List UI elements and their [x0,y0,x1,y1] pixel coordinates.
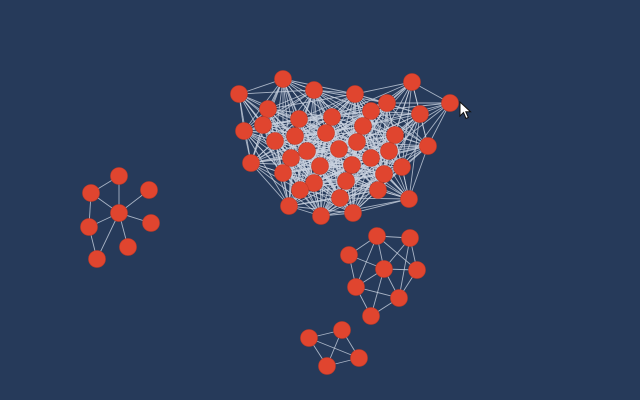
graph-node[interactable] [350,349,368,367]
graph-node[interactable] [380,142,398,160]
graph-node[interactable] [333,321,351,339]
graph-node[interactable] [346,85,364,103]
graph-edge [262,124,321,167]
graph-node[interactable] [305,174,323,192]
graph-node[interactable] [323,108,341,126]
node-layer [80,70,459,375]
graph-node[interactable] [390,289,408,307]
graph-edge [331,81,413,118]
graph-node[interactable] [235,122,253,140]
graph-node[interactable] [282,149,300,167]
graph-node[interactable] [312,207,330,225]
graph-node[interactable] [110,167,128,185]
graph-node[interactable] [400,190,418,208]
graph-node[interactable] [362,149,380,167]
graph-node[interactable] [242,154,260,172]
graph-edge [262,89,315,126]
graph-node[interactable] [259,100,277,118]
graph-node[interactable] [300,329,318,347]
graph-node[interactable] [230,85,248,103]
graph-edge [274,116,333,142]
graph-node[interactable] [393,158,411,176]
graph-edge [354,81,413,95]
graph-edge [325,132,385,175]
graph-edge [290,157,385,175]
graph-edge [398,237,411,299]
graph-edge [370,110,385,175]
graph-node[interactable] [142,214,160,232]
graph-node[interactable] [408,261,426,279]
graph-edge [298,93,356,120]
graph-node[interactable] [362,307,380,325]
graph-node[interactable] [337,172,355,190]
graph-edge [299,189,354,214]
graph-edge [345,145,429,182]
graph-edge [401,102,451,168]
graph-node[interactable] [317,124,335,142]
graph-node[interactable] [311,157,329,175]
graph-edge [267,93,356,110]
graph-edge [308,337,360,359]
graph-node[interactable] [375,260,393,278]
graph-node[interactable] [286,127,304,145]
graph-node[interactable] [330,140,348,158]
graph-node[interactable] [347,278,365,296]
graph-edge [352,150,390,214]
graph-node[interactable] [411,105,429,123]
graph-node[interactable] [254,116,272,134]
graph-node[interactable] [280,197,298,215]
graph-node[interactable] [305,81,323,99]
graph-node[interactable] [266,132,284,150]
graph-node[interactable] [441,94,459,112]
graph-edge [370,110,403,168]
graph-node[interactable] [401,229,419,247]
graph-node[interactable] [318,357,336,375]
graph-node[interactable] [344,204,362,222]
graph-node[interactable] [419,137,437,155]
graph-node[interactable] [274,70,292,88]
graph-node[interactable] [343,156,361,174]
graph-edge [250,162,290,207]
graph-edge [282,78,292,159]
graph-node[interactable] [82,184,100,202]
graph-node[interactable] [119,238,137,256]
graph-node[interactable] [368,227,386,245]
graph-edge [243,130,290,207]
graph-edge [401,113,421,168]
graph-node[interactable] [378,94,396,112]
graph-node[interactable] [362,102,380,120]
graph-node[interactable] [140,181,158,199]
graph-edge [355,235,378,288]
graph-edge [388,102,451,152]
graph-edge [408,145,429,200]
graph-node[interactable] [80,218,98,236]
graph-node[interactable] [274,164,292,182]
graph-edge [319,165,354,214]
graph-node[interactable] [375,165,393,183]
graph-node[interactable] [340,246,358,264]
graph-node[interactable] [369,181,387,199]
graph-edge [356,113,421,143]
graph-node[interactable] [331,189,349,207]
graph-node[interactable] [403,73,421,91]
graph-node[interactable] [348,133,366,151]
graph-node[interactable] [88,250,106,268]
graph-node[interactable] [290,110,308,128]
graph-node[interactable] [354,117,372,135]
graph-edge [319,165,410,200]
graph-edge [352,198,410,214]
graph-edge [320,198,410,217]
graph-edge [320,132,327,217]
graph-node[interactable] [386,126,404,144]
graph-node[interactable] [110,204,128,222]
graph-node[interactable] [291,181,309,199]
graph-node[interactable] [298,142,316,160]
graph-edge [339,197,410,200]
